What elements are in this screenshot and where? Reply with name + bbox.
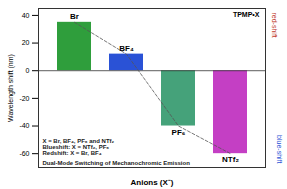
svg-text:0: 0	[26, 67, 30, 74]
svg-text:-20: -20	[19, 95, 29, 102]
svg-text:Wavelength shift (nm): Wavelength shift (nm)	[7, 54, 15, 122]
svg-text:Anions (X⁻): Anions (X⁻)	[131, 178, 174, 187]
svg-text:red-shift: red-shift	[271, 13, 278, 38]
svg-text:X = Br, BF₄, PF₆ and NTf₂Blues: X = Br, BF₄, PF₆ and NTf₂Blueshift: X = …	[43, 138, 115, 156]
svg-text:BF₄: BF₄	[119, 44, 134, 53]
svg-text:Dual-Mode Switching of Mechano: Dual-Mode Switching of Mechanochromic Em…	[43, 160, 191, 166]
svg-text:20: 20	[22, 39, 30, 46]
svg-text:TPMP•X: TPMP•X	[233, 11, 260, 18]
svg-text:PF₆: PF₆	[172, 128, 186, 137]
svg-text:blue-shift: blue-shift	[276, 135, 283, 163]
svg-text:-60: -60	[19, 150, 29, 157]
svg-text:Br: Br	[70, 12, 79, 21]
svg-text:40: 40	[22, 12, 30, 19]
svg-text:NTf₂: NTf₂	[222, 155, 239, 164]
svg-text:-40: -40	[19, 122, 29, 129]
